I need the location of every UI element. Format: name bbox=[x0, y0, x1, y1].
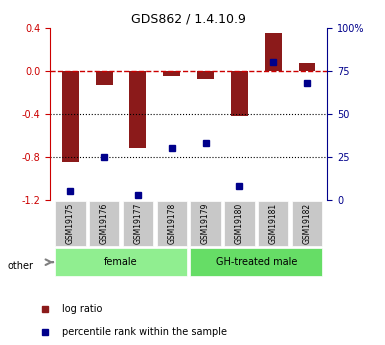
Bar bbox=[231, 71, 248, 116]
FancyBboxPatch shape bbox=[157, 201, 187, 246]
Text: GSM19177: GSM19177 bbox=[134, 203, 142, 244]
Bar bbox=[129, 71, 146, 148]
Text: GSM19178: GSM19178 bbox=[167, 203, 176, 244]
FancyBboxPatch shape bbox=[89, 201, 119, 246]
Bar bbox=[265, 33, 281, 71]
Text: GSM19180: GSM19180 bbox=[235, 203, 244, 244]
Bar bbox=[163, 71, 180, 76]
FancyBboxPatch shape bbox=[123, 201, 153, 246]
FancyBboxPatch shape bbox=[258, 201, 288, 246]
Text: log ratio: log ratio bbox=[62, 304, 102, 314]
FancyBboxPatch shape bbox=[190, 201, 221, 246]
Text: other: other bbox=[8, 262, 34, 271]
Text: GH-treated male: GH-treated male bbox=[216, 257, 297, 267]
Text: GSM19182: GSM19182 bbox=[303, 203, 311, 244]
FancyBboxPatch shape bbox=[190, 248, 322, 276]
FancyBboxPatch shape bbox=[224, 201, 254, 246]
Title: GDS862 / 1.4.10.9: GDS862 / 1.4.10.9 bbox=[131, 12, 246, 25]
FancyBboxPatch shape bbox=[55, 201, 85, 246]
FancyBboxPatch shape bbox=[292, 201, 322, 246]
Text: female: female bbox=[104, 257, 138, 267]
Text: GSM19179: GSM19179 bbox=[201, 203, 210, 244]
Bar bbox=[298, 63, 315, 71]
Text: GSM19181: GSM19181 bbox=[269, 203, 278, 244]
Text: GSM19176: GSM19176 bbox=[100, 203, 109, 244]
Text: percentile rank within the sample: percentile rank within the sample bbox=[62, 327, 227, 337]
FancyBboxPatch shape bbox=[55, 248, 187, 276]
Bar bbox=[197, 71, 214, 79]
Bar bbox=[96, 71, 112, 85]
Text: GSM19175: GSM19175 bbox=[66, 203, 75, 244]
Bar bbox=[62, 71, 79, 162]
